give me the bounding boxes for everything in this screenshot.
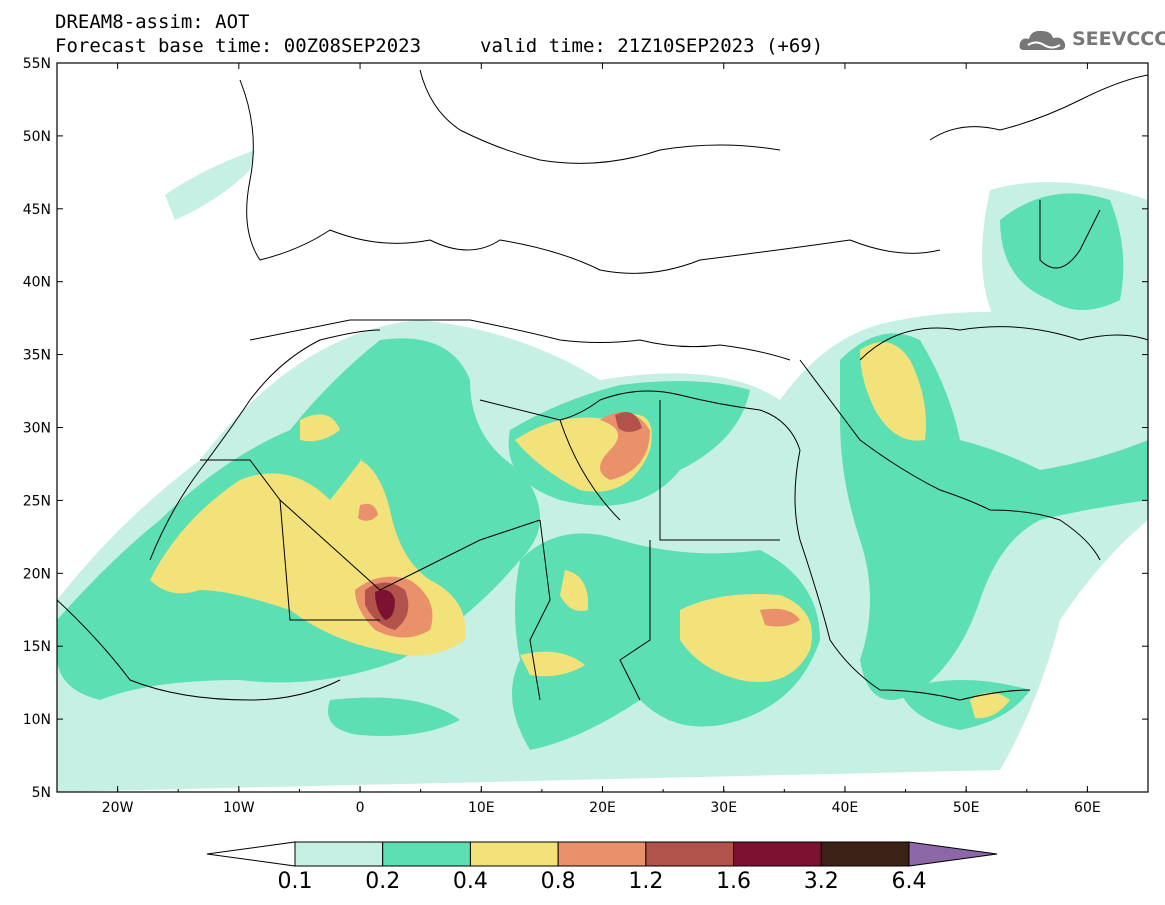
lat-label: 25N: [23, 493, 51, 509]
forecast-base-time: Forecast base time: 00Z08SEP2023: [55, 35, 422, 57]
lon-label: 30E: [710, 800, 737, 816]
model-title: DREAM8-assim: AOT: [55, 11, 250, 33]
colorbar-label: 3.2: [804, 869, 839, 894]
colorbar-label: 1.6: [716, 869, 751, 894]
valid-time: valid time: 21Z10SEP2023 (+69): [480, 35, 824, 57]
colorbar-box: [294, 841, 384, 867]
lat-label: 5N: [32, 785, 51, 801]
aot-field: [57, 69, 1148, 792]
lon-label: 20W: [102, 800, 134, 816]
colorbar-box: [557, 841, 647, 867]
lat-label: 30N: [23, 421, 51, 437]
colorbar-label: 6.4: [892, 869, 927, 894]
colorbar-box: [645, 841, 735, 867]
lat-label: 35N: [23, 348, 51, 364]
colorbar-label: 0.4: [453, 869, 488, 894]
colorbar-label: 0.8: [541, 869, 576, 894]
lat-label: 55N: [23, 56, 51, 72]
lon-label: 10W: [223, 800, 255, 816]
lat-label: 45N: [23, 202, 51, 218]
seevccc-logo: SEEVCCC: [1018, 26, 1165, 56]
lon-label: 10E: [468, 800, 495, 816]
lat-label: 10N: [23, 712, 51, 728]
lat-label: 20N: [23, 566, 51, 582]
colorbar-over-triangle: [908, 841, 998, 867]
colorbar-box: [382, 841, 471, 867]
logo-text: SEEVCCC: [1072, 28, 1165, 50]
lon-label: 20E: [589, 800, 616, 816]
colorbar: 0.1 0.2 0.4 0.8 1.2 1.6 3.2 6.4: [206, 841, 998, 894]
lon-label: 50E: [953, 800, 980, 816]
lon-label: 0: [356, 800, 365, 816]
lon-label: 40E: [832, 800, 859, 816]
aot-level-1.6: [375, 589, 395, 620]
lat-label: 15N: [23, 639, 51, 655]
cloud-logo-icon: [1019, 30, 1066, 50]
colorbar-box: [733, 841, 822, 867]
latitude-axis: 55N 50N 45N 40N 35N 30N 25N 20N 15N 10N 5N: [23, 56, 1148, 801]
lon-label: 60E: [1074, 800, 1101, 816]
longitude-axis: 20W 10W 0 10E 20E 30E 40E 50E 60E: [56, 63, 1149, 816]
lat-label: 40N: [23, 275, 51, 291]
colorbar-box: [469, 841, 559, 867]
colorbar-label: 0.1: [278, 869, 313, 894]
country-borders: [57, 69, 1148, 701]
colorbar-box: [820, 841, 910, 867]
colorbar-label: 1.2: [628, 869, 663, 894]
colorbar-under-triangle: [206, 841, 296, 867]
colorbar-label: 0.2: [365, 869, 400, 894]
lat-label: 50N: [23, 129, 51, 145]
